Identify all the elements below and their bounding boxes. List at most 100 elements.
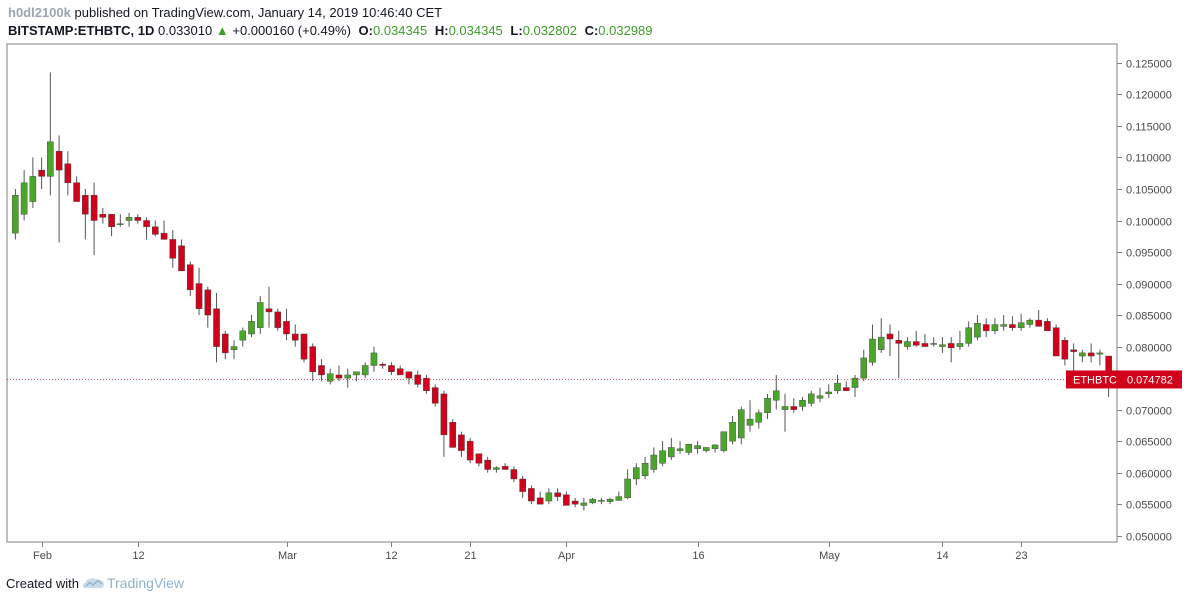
candle-down	[947, 343, 955, 349]
candle-down	[90, 195, 98, 221]
candle-down	[405, 371, 413, 379]
published-text: published on TradingView.com, January 14…	[74, 5, 443, 20]
candle-down	[519, 478, 526, 492]
candle-up	[257, 302, 264, 328]
candle-up	[1079, 352, 1086, 357]
candle-up	[720, 431, 728, 451]
candle-down	[563, 494, 570, 506]
candle-down	[982, 324, 990, 332]
candle-down	[300, 333, 308, 360]
up-arrow-icon: ▲	[215, 23, 229, 38]
candle-up	[974, 323, 981, 338]
candle-down	[160, 232, 168, 240]
candle-down	[886, 333, 894, 340]
candle-down	[1035, 319, 1042, 327]
last-price: 0.033010	[158, 23, 213, 38]
badge-value: 0.074782	[1127, 374, 1173, 386]
candle-down	[842, 387, 850, 391]
y-tick-label: 0.120000	[1126, 90, 1172, 102]
candle-up	[125, 217, 133, 221]
candle-up	[877, 336, 885, 350]
candle-up	[633, 467, 640, 480]
candle-up	[12, 195, 19, 234]
candle-down	[99, 214, 107, 218]
low-value: 0.032802	[522, 23, 577, 38]
x-tick-label: Feb	[33, 550, 52, 562]
candle-up	[353, 371, 360, 376]
candle-up	[580, 502, 588, 506]
candle-up	[834, 382, 841, 391]
candle-down	[501, 466, 509, 470]
candle-down	[283, 321, 290, 335]
candle-down	[291, 333, 299, 341]
candle-up	[1017, 322, 1025, 328]
author-name[interactable]: h0dl2100k	[8, 5, 71, 20]
candle-down	[790, 406, 798, 410]
y-tick-label: 0.105000	[1126, 185, 1172, 197]
open-value: 0.034345	[372, 23, 428, 38]
candle-down	[187, 264, 194, 291]
candle-down	[484, 459, 491, 470]
candle-up	[729, 422, 736, 442]
candle-up	[711, 444, 719, 449]
tradingview-logo[interactable]: TradingView	[82, 575, 185, 591]
candle-up	[344, 374, 351, 379]
y-tick-label: 0.080000	[1126, 343, 1172, 355]
candle-up	[641, 463, 649, 477]
candle-down	[921, 343, 929, 347]
candle-up	[991, 324, 999, 332]
high-label: H:	[434, 23, 449, 38]
candle-down	[466, 440, 474, 461]
y-tick-label: 0.110000	[1126, 153, 1171, 165]
x-tick-label: 16	[692, 550, 704, 562]
candle-up	[869, 338, 876, 363]
tradingview-brand: TradingView	[106, 575, 185, 591]
y-tick-label: 0.125000	[1126, 59, 1172, 71]
y-tick-label: 0.090000	[1126, 280, 1172, 292]
price-change: +0.000160 (+0.49%)	[232, 23, 351, 38]
symbol-label: BITSTAMP:ETHBTC, 1D	[8, 23, 155, 38]
candle-up	[773, 390, 780, 401]
candle-up	[29, 176, 37, 202]
candle-up	[1000, 324, 1007, 327]
low-label: L:	[510, 23, 523, 38]
candle-down	[178, 245, 185, 272]
candle-up	[606, 498, 614, 502]
candle-down	[195, 283, 203, 309]
candle-down	[1087, 352, 1095, 357]
candle-up	[20, 182, 28, 215]
badge-symbol: ETHBTC	[1073, 374, 1117, 386]
ohlc-line: BITSTAMP:ETHBTC, 1D 0.033010 ▲ +0.000160…	[8, 22, 653, 40]
candle-down	[213, 308, 220, 347]
candle-up	[1026, 319, 1034, 325]
candle-down	[536, 497, 544, 505]
candle-down	[143, 220, 150, 228]
candle-down	[152, 226, 159, 235]
candle-up	[825, 391, 833, 395]
candle-down	[1044, 321, 1051, 332]
candle-down	[335, 374, 343, 379]
close-label: C:	[584, 23, 599, 38]
candle-down	[265, 308, 273, 313]
footer: Created with TradingView	[6, 575, 184, 591]
candle-up	[781, 406, 789, 410]
candle-up	[545, 492, 553, 502]
candle-down	[108, 214, 115, 228]
y-tick-label: 0.065000	[1126, 437, 1172, 449]
candle-down	[274, 311, 282, 328]
candle-up	[117, 223, 124, 225]
candle-down	[309, 346, 316, 372]
y-tick-label: 0.060000	[1126, 469, 1172, 481]
y-tick-label: 0.100000	[1126, 217, 1172, 229]
candle-down	[414, 374, 421, 385]
y-tick-label: 0.095000	[1126, 248, 1172, 260]
candle-down	[528, 488, 535, 502]
candle-down	[475, 453, 483, 464]
candle-down	[379, 364, 386, 366]
candle-down	[169, 239, 177, 259]
candle-up	[47, 141, 54, 177]
candle-up	[939, 344, 946, 347]
candle-up	[361, 365, 369, 376]
